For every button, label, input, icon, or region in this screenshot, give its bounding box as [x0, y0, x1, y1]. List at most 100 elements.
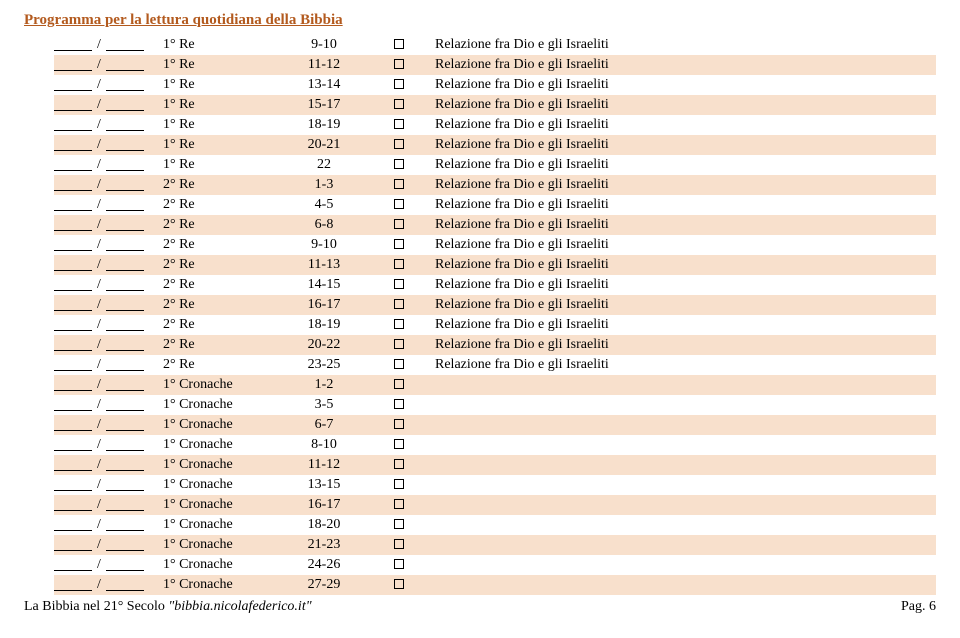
date-field[interactable]: /	[54, 155, 159, 175]
date-blank-month[interactable]	[106, 180, 144, 191]
done-checkbox[interactable]	[394, 579, 404, 589]
date-blank-month[interactable]	[106, 400, 144, 411]
date-blank-day[interactable]	[54, 120, 92, 131]
date-blank-day[interactable]	[54, 280, 92, 291]
date-field[interactable]: /	[54, 435, 159, 455]
date-blank-month[interactable]	[106, 480, 144, 491]
date-blank-day[interactable]	[54, 400, 92, 411]
date-blank-month[interactable]	[106, 200, 144, 211]
done-checkbox[interactable]	[394, 159, 404, 169]
date-field[interactable]: /	[54, 495, 159, 515]
done-checkbox[interactable]	[394, 179, 404, 189]
done-checkbox[interactable]	[394, 359, 404, 369]
date-blank-day[interactable]	[54, 480, 92, 491]
done-checkbox[interactable]	[394, 439, 404, 449]
done-checkbox[interactable]	[394, 379, 404, 389]
date-field[interactable]: /	[54, 95, 159, 115]
date-field[interactable]: /	[54, 175, 159, 195]
date-field[interactable]: /	[54, 515, 159, 535]
done-checkbox[interactable]	[394, 79, 404, 89]
date-blank-day[interactable]	[54, 460, 92, 471]
date-blank-month[interactable]	[106, 500, 144, 511]
date-blank-month[interactable]	[106, 380, 144, 391]
done-checkbox[interactable]	[394, 419, 404, 429]
date-blank-day[interactable]	[54, 360, 92, 371]
done-checkbox[interactable]	[394, 259, 404, 269]
done-checkbox[interactable]	[394, 39, 404, 49]
date-blank-month[interactable]	[106, 40, 144, 51]
date-field[interactable]: /	[54, 535, 159, 555]
date-blank-day[interactable]	[54, 80, 92, 91]
date-blank-day[interactable]	[54, 420, 92, 431]
date-blank-day[interactable]	[54, 220, 92, 231]
date-field[interactable]: /	[54, 475, 159, 495]
date-field[interactable]: /	[54, 75, 159, 95]
date-blank-day[interactable]	[54, 140, 92, 151]
date-blank-month[interactable]	[106, 320, 144, 331]
date-blank-month[interactable]	[106, 220, 144, 231]
done-checkbox[interactable]	[394, 199, 404, 209]
date-field[interactable]: /	[54, 455, 159, 475]
date-blank-day[interactable]	[54, 260, 92, 271]
done-checkbox[interactable]	[394, 219, 404, 229]
date-blank-month[interactable]	[106, 80, 144, 91]
date-field[interactable]: /	[54, 395, 159, 415]
done-checkbox[interactable]	[394, 319, 404, 329]
date-blank-day[interactable]	[54, 440, 92, 451]
date-blank-day[interactable]	[54, 180, 92, 191]
date-blank-month[interactable]	[106, 300, 144, 311]
date-blank-day[interactable]	[54, 300, 92, 311]
date-field[interactable]: /	[54, 255, 159, 275]
date-blank-day[interactable]	[54, 40, 92, 51]
date-blank-day[interactable]	[54, 380, 92, 391]
date-blank-month[interactable]	[106, 360, 144, 371]
date-field[interactable]: /	[54, 315, 159, 335]
date-blank-day[interactable]	[54, 340, 92, 351]
date-field[interactable]: /	[54, 415, 159, 435]
date-field[interactable]: /	[54, 575, 159, 595]
date-blank-day[interactable]	[54, 200, 92, 211]
date-field[interactable]: /	[54, 215, 159, 235]
date-blank-month[interactable]	[106, 100, 144, 111]
date-blank-day[interactable]	[54, 60, 92, 71]
date-field[interactable]: /	[54, 275, 159, 295]
date-blank-month[interactable]	[106, 460, 144, 471]
date-blank-month[interactable]	[106, 560, 144, 571]
date-blank-day[interactable]	[54, 520, 92, 531]
done-checkbox[interactable]	[394, 459, 404, 469]
date-field[interactable]: /	[54, 115, 159, 135]
date-blank-month[interactable]	[106, 120, 144, 131]
date-blank-month[interactable]	[106, 580, 144, 591]
date-blank-day[interactable]	[54, 560, 92, 571]
date-blank-day[interactable]	[54, 580, 92, 591]
date-blank-month[interactable]	[106, 340, 144, 351]
date-field[interactable]: /	[54, 295, 159, 315]
date-blank-month[interactable]	[106, 280, 144, 291]
date-blank-month[interactable]	[106, 140, 144, 151]
date-field[interactable]: /	[54, 235, 159, 255]
done-checkbox[interactable]	[394, 299, 404, 309]
date-field[interactable]: /	[54, 135, 159, 155]
date-field[interactable]: /	[54, 55, 159, 75]
done-checkbox[interactable]	[394, 559, 404, 569]
date-blank-day[interactable]	[54, 160, 92, 171]
done-checkbox[interactable]	[394, 339, 404, 349]
done-checkbox[interactable]	[394, 139, 404, 149]
date-field[interactable]: /	[54, 195, 159, 215]
done-checkbox[interactable]	[394, 279, 404, 289]
date-blank-month[interactable]	[106, 60, 144, 71]
date-blank-month[interactable]	[106, 540, 144, 551]
done-checkbox[interactable]	[394, 59, 404, 69]
done-checkbox[interactable]	[394, 399, 404, 409]
date-blank-month[interactable]	[106, 420, 144, 431]
date-blank-month[interactable]	[106, 520, 144, 531]
done-checkbox[interactable]	[394, 499, 404, 509]
date-field[interactable]: /	[54, 355, 159, 375]
done-checkbox[interactable]	[394, 539, 404, 549]
done-checkbox[interactable]	[394, 519, 404, 529]
done-checkbox[interactable]	[394, 239, 404, 249]
date-blank-day[interactable]	[54, 500, 92, 511]
done-checkbox[interactable]	[394, 119, 404, 129]
date-field[interactable]: /	[54, 35, 159, 55]
date-field[interactable]: /	[54, 335, 159, 355]
